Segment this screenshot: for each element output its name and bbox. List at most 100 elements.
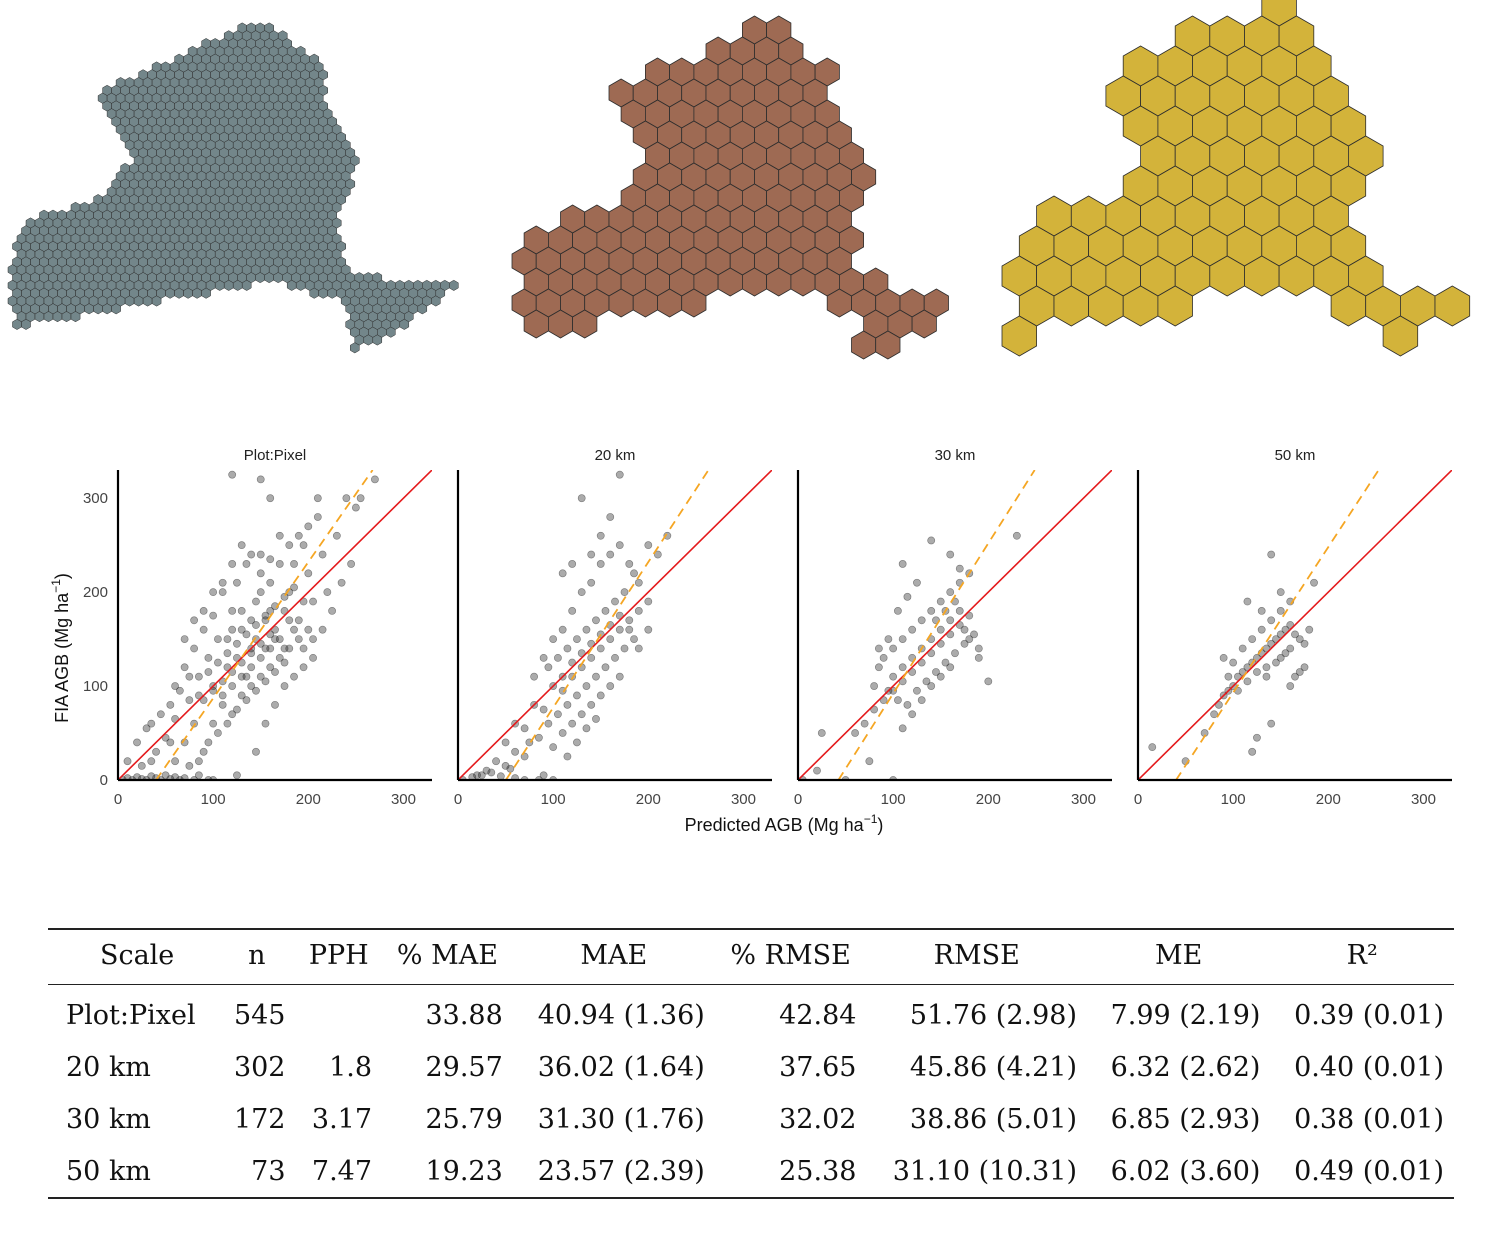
hex-cell — [93, 303, 103, 315]
data-point — [487, 768, 496, 777]
hex-cell — [875, 330, 901, 360]
data-point — [568, 560, 577, 568]
data-point — [544, 663, 553, 672]
hex-cell — [1382, 315, 1419, 357]
data-point — [275, 560, 284, 568]
data-point — [870, 682, 879, 690]
data-point — [1243, 597, 1252, 606]
data-point — [199, 747, 208, 756]
data-point — [1291, 672, 1299, 681]
data-point — [190, 616, 199, 625]
data-point — [960, 639, 969, 648]
data-point — [558, 569, 567, 578]
data-point — [960, 625, 969, 634]
cell-pct-rmse: 42.84 — [779, 999, 857, 1031]
data-point — [927, 682, 936, 690]
hex-cell — [151, 295, 162, 307]
data-point — [194, 771, 203, 780]
y-tick-label: 300 — [83, 490, 108, 507]
data-point — [190, 644, 199, 653]
data-point — [620, 588, 629, 597]
data-point — [601, 607, 610, 615]
fit-line — [505, 470, 710, 780]
hex-cell — [350, 342, 360, 354]
hex-cell — [174, 287, 184, 299]
data-point — [630, 569, 638, 578]
cell-mae: 40.94 (1.36) — [537, 999, 705, 1031]
data-point — [1248, 635, 1257, 643]
cell-pct-mae: 25.79 — [425, 1103, 503, 1135]
cell-pct-mae: 19.23 — [425, 1155, 503, 1187]
cell-r2: 0.49 (0.01) — [1294, 1155, 1444, 1187]
y-tick-label: 100 — [83, 678, 108, 695]
cell-me: 6.02 (3.60) — [1110, 1155, 1261, 1187]
data-point — [337, 578, 346, 587]
data-point — [280, 644, 289, 653]
data-point — [266, 578, 275, 587]
data-point — [1281, 649, 1290, 658]
data-point — [913, 686, 921, 695]
cell-pph — [296, 985, 383, 1042]
lines-layer — [798, 470, 1112, 780]
data-point — [309, 635, 317, 643]
data-point — [1276, 653, 1285, 662]
data-point — [1295, 635, 1304, 643]
data-point — [1219, 653, 1228, 662]
data-point — [299, 541, 308, 550]
data-point — [1276, 588, 1285, 597]
table-row: 50 km 73 7.47 19.23 23.57 (2.39) 25.38 3… — [48, 1145, 1454, 1198]
data-point — [271, 668, 279, 676]
data-point — [228, 710, 237, 719]
data-point — [606, 550, 615, 559]
data-point — [1253, 668, 1261, 676]
data-point — [166, 700, 175, 709]
data-point — [582, 625, 591, 634]
data-point — [290, 583, 298, 592]
data-point — [290, 625, 298, 634]
data-point — [601, 663, 610, 672]
hex-cell — [133, 295, 144, 307]
header-pct-mae: % MAE — [396, 939, 498, 971]
cell-n: 73 — [251, 1155, 286, 1187]
data-point — [275, 531, 284, 540]
data-point — [237, 541, 246, 550]
data-point — [615, 672, 624, 681]
x-tick-label: 200 — [976, 791, 1001, 808]
cell-rmse: 51.76 (2.98) — [909, 999, 1077, 1031]
hex-cell — [255, 272, 265, 284]
data-point — [941, 658, 950, 667]
data-point — [233, 578, 241, 587]
data-point — [166, 738, 175, 747]
data-point — [492, 757, 500, 766]
data-point — [218, 578, 227, 587]
hex-cell — [1001, 315, 1037, 357]
hex-cell — [201, 287, 211, 299]
data-point — [1267, 719, 1276, 728]
cell-mae: 23.57 (2.39) — [537, 1155, 705, 1187]
hex-cell — [386, 326, 396, 338]
scatter-panel: 50 km 0 100 200 300 — [1134, 447, 1452, 808]
data-point — [620, 644, 629, 653]
data-point — [558, 729, 567, 737]
header-r2: R² — [1346, 939, 1378, 971]
data-point — [932, 668, 940, 676]
cell-mae: 31.30 (1.76) — [537, 1103, 705, 1135]
data-point — [473, 771, 481, 780]
data-point — [318, 625, 327, 634]
data-point — [171, 682, 179, 690]
hex-cell — [363, 334, 374, 346]
hex-cell — [142, 295, 153, 307]
data-point — [558, 625, 567, 634]
data-point — [606, 682, 615, 690]
data-point — [285, 616, 294, 625]
cell-scale: 50 km — [66, 1155, 151, 1187]
data-point — [903, 700, 912, 709]
data-point — [1272, 658, 1280, 667]
data-point — [294, 635, 303, 643]
hex-cell — [52, 311, 63, 323]
data-point — [228, 470, 237, 479]
data-point — [482, 766, 491, 775]
data-point — [653, 550, 662, 559]
data-point — [511, 747, 519, 756]
